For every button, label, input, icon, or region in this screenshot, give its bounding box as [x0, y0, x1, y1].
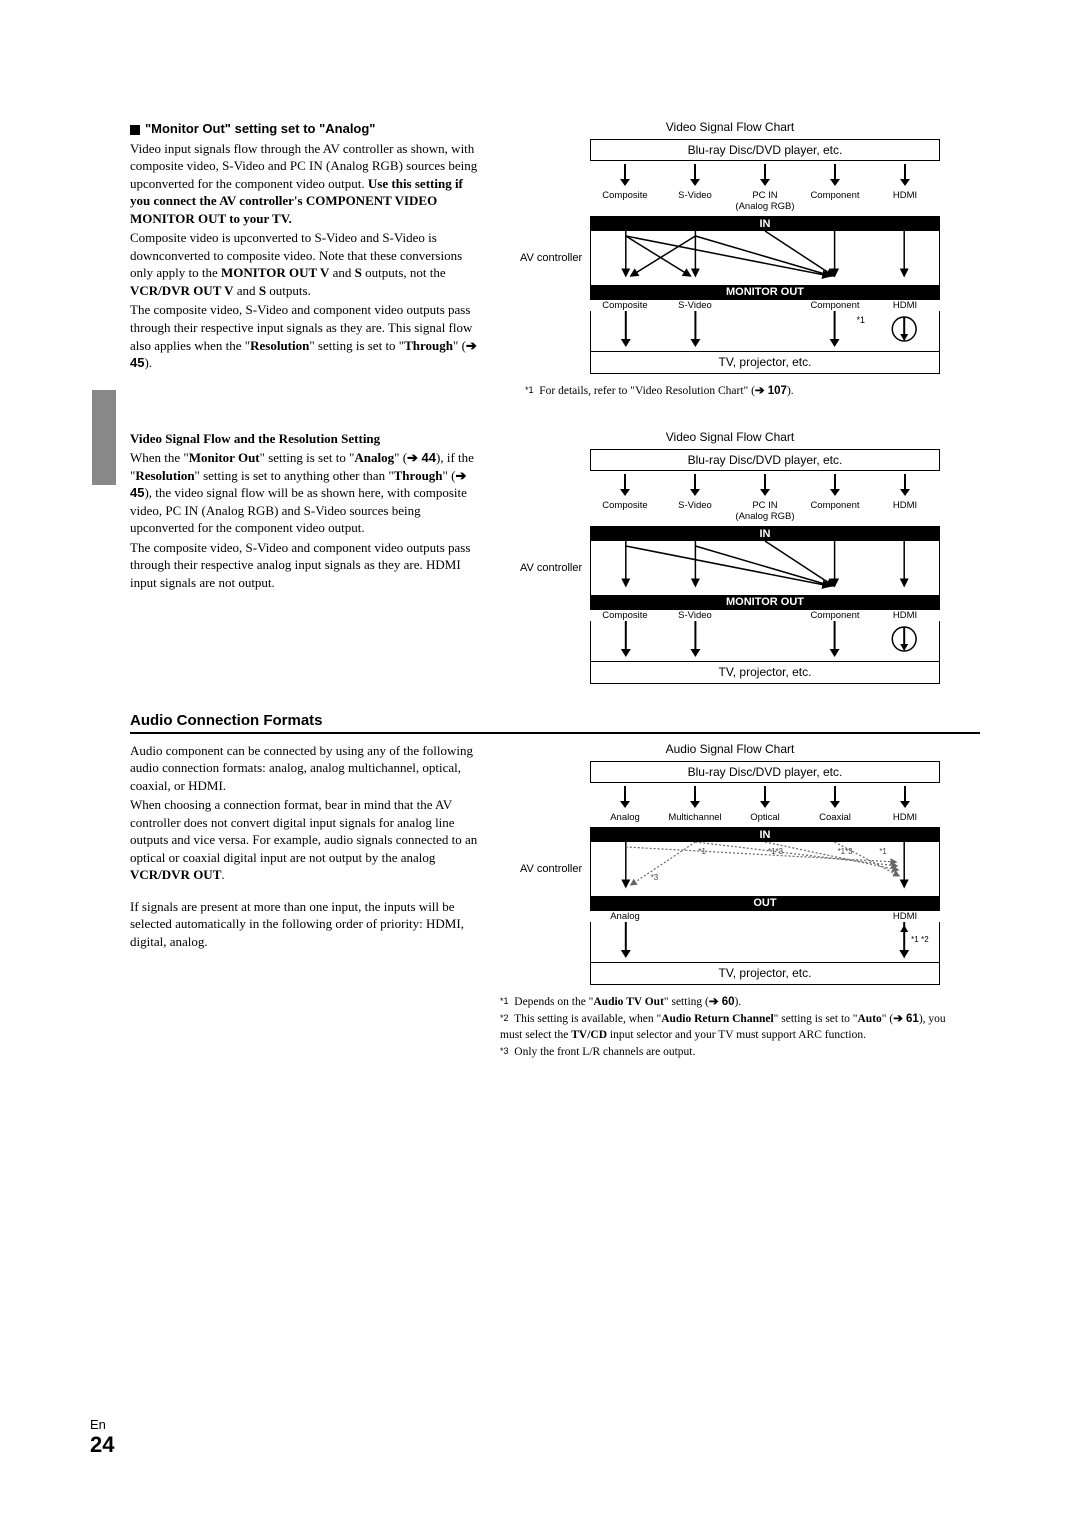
body-text: The composite video, S-Video and compone… [130, 539, 480, 592]
body-text: Composite video is upconverted to S-Vide… [130, 229, 480, 299]
heading-resolution-setting: Video Signal Flow and the Resolution Set… [130, 430, 480, 448]
chart3-footnotes: *1 Depends on the "Audio TV Out" setting… [500, 995, 960, 1061]
body-text: The composite video, S-Video and compone… [130, 301, 480, 371]
svg-text:*1: *1 [856, 315, 864, 325]
page-number: En 24 [90, 1417, 114, 1458]
video-flow-chart-1: Video Signal Flow Chart Blu-ray Disc/DVD… [520, 120, 940, 400]
body-text: Video input signals flow through the AV … [130, 140, 480, 228]
svg-text:*1*3: *1*3 [768, 846, 784, 855]
body-text: When choosing a connection format, bear … [130, 796, 480, 884]
svg-text:*3: *3 [651, 872, 659, 881]
video-flow-chart-2: Video Signal Flow Chart Blu-ray Disc/DVD… [520, 430, 940, 684]
page-side-tab [92, 390, 116, 485]
body-text: If signals are present at more than one … [130, 898, 480, 951]
svg-text:*2: *2 [921, 934, 929, 943]
svg-text:*1: *1 [879, 846, 887, 855]
body-text: When the "Monitor Out" setting is set to… [130, 449, 480, 537]
body-text: Audio component can be connected by usin… [130, 742, 480, 795]
audio-flow-chart: Audio Signal Flow Chart Blu-ray Disc/DVD… [520, 742, 940, 985]
chart1-footnote: *1 For details, refer to "Video Resoluti… [525, 384, 940, 400]
svg-text:*1: *1 [698, 846, 706, 855]
svg-text:*1: *1 [911, 934, 919, 943]
svg-text:*1*3: *1*3 [838, 846, 854, 855]
heading-monitor-out-analog: "Monitor Out" setting set to "Analog" [130, 120, 480, 138]
heading-audio-formats: Audio Connection Formats [130, 712, 980, 734]
